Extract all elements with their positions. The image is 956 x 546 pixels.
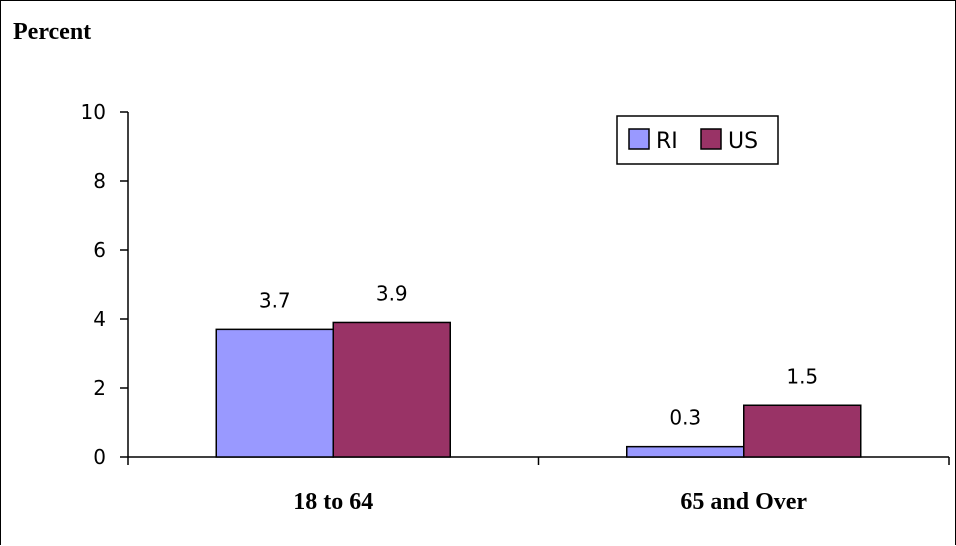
data-labels: 3.7 3.9 0.3 1.5 [259, 281, 818, 429]
y-tick-label: 10 [81, 100, 106, 124]
bar-us-0 [332, 321, 451, 458]
x-category-label: 18 to 64 [293, 489, 373, 515]
data-label: 0.3 [669, 406, 701, 430]
bar-ri-0 [215, 328, 334, 458]
data-label: 1.5 [786, 364, 818, 388]
legend: RI US [616, 115, 779, 165]
data-label: 3.9 [376, 281, 408, 305]
legend-label: RI [656, 129, 678, 154]
y-tick-label: 2 [93, 376, 106, 400]
legend-swatch-us [700, 128, 722, 150]
bar-ri-1 [626, 445, 745, 458]
y-tick-label: 4 [93, 307, 106, 331]
y-tick-label: 0 [93, 445, 106, 469]
y-tick-label: 6 [93, 238, 106, 262]
data-label: 3.7 [259, 288, 291, 312]
x-category-label: 65 and Over [680, 489, 807, 515]
bar-us-1 [743, 404, 862, 458]
y-axis-label: Percent [13, 19, 91, 45]
bars [215, 321, 862, 458]
legend-label: US [728, 129, 758, 154]
y-tick-label: 8 [93, 169, 106, 193]
legend-swatch-ri [628, 128, 650, 150]
